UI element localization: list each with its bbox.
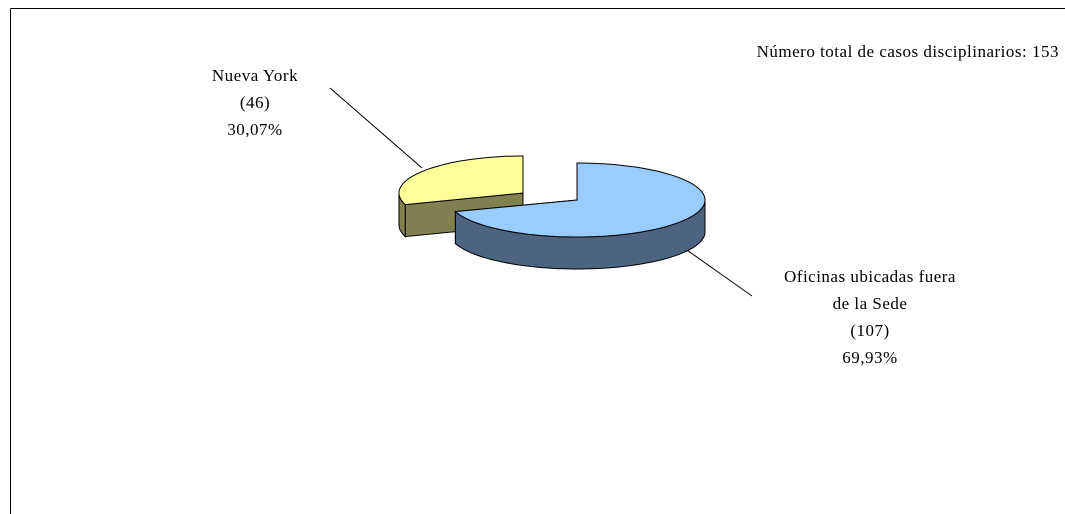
slice [398,155,524,206]
value-label: (107) [850,321,890,340]
percent-label: 30,07% [227,120,283,139]
percent-label: 69,93% [842,348,898,367]
category-label: Oficinas ubicadas fuera de la Sede [784,267,956,313]
annotation: Número total de casos disciplinarios: 15… [756,42,1059,61]
leader-line [329,87,423,169]
slice [454,162,706,238]
leader-line [683,247,753,297]
value-label: (46) [239,93,271,112]
slice-label: Nueva York (46) 30,07% [175,62,335,143]
slice-label: Oficinas ubicadas fuera de la Sede (107)… [775,263,965,371]
category-label: Nueva York [211,66,299,85]
